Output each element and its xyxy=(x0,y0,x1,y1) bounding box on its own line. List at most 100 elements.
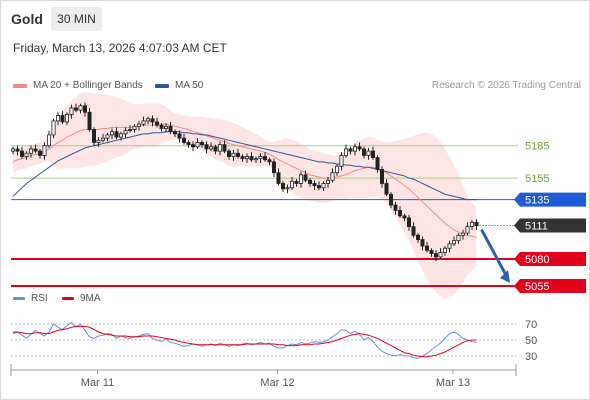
level-label-text: 5111 xyxy=(525,221,548,233)
timeframe-badge[interactable]: 30 MIN xyxy=(51,7,102,31)
candle xyxy=(24,151,29,160)
candle xyxy=(181,133,186,145)
legend-item-ma50: MA 50 xyxy=(155,80,203,91)
level-label-text: 5155 xyxy=(525,173,549,185)
candle-bear xyxy=(388,193,393,206)
candle xyxy=(370,146,375,160)
candle-bear xyxy=(87,111,92,130)
candle xyxy=(28,145,33,158)
candle-bear xyxy=(33,148,38,152)
candle xyxy=(388,192,393,209)
candle xyxy=(469,220,474,230)
candle-bear xyxy=(406,217,411,228)
candle xyxy=(163,123,168,133)
projection-arrow-group xyxy=(479,225,518,283)
candle xyxy=(15,145,20,156)
candle-bear xyxy=(235,152,240,157)
candle-bear xyxy=(150,118,155,123)
candle-bull xyxy=(127,129,132,132)
candle-bear xyxy=(276,172,281,184)
candle-bull xyxy=(101,137,106,141)
level-label-text: 5185 xyxy=(525,141,549,153)
candle xyxy=(307,178,312,187)
candle-bear xyxy=(19,150,24,157)
level-label-text: 5080 xyxy=(525,254,549,266)
candle-bear xyxy=(92,129,97,143)
candle-bull xyxy=(56,115,61,122)
bollinger-band xyxy=(13,91,477,298)
candle xyxy=(271,158,276,177)
candle xyxy=(267,157,272,166)
candle-bull xyxy=(339,155,344,167)
candle xyxy=(393,201,398,215)
candle xyxy=(110,128,115,140)
candle xyxy=(145,116,150,125)
legend-label-rsi: RSI xyxy=(31,293,48,304)
candle-bull xyxy=(24,152,29,157)
candle-bull xyxy=(136,123,141,127)
candle-bull xyxy=(69,107,74,115)
candle-bear xyxy=(361,148,366,156)
candle-bear xyxy=(226,150,231,157)
legend-label-ma50: MA 50 xyxy=(175,80,204,91)
candle-bear xyxy=(74,107,79,111)
candle xyxy=(217,141,222,156)
candle xyxy=(379,166,384,188)
candle xyxy=(105,132,110,142)
candle-bear xyxy=(249,156,254,161)
candle xyxy=(397,206,402,218)
candle-bull xyxy=(96,139,101,143)
candle xyxy=(96,137,101,147)
candle-bull xyxy=(460,232,465,236)
candle xyxy=(204,141,209,154)
candle xyxy=(42,142,47,160)
candle xyxy=(244,153,249,163)
candle-bull xyxy=(352,146,357,152)
candle xyxy=(330,168,335,183)
candle-bull xyxy=(42,145,47,156)
candle xyxy=(127,125,132,133)
candle xyxy=(65,112,70,126)
chart-header: Gold 30 MIN xyxy=(0,0,590,36)
candle xyxy=(154,117,159,128)
level-label-5155: 5155 xyxy=(525,173,549,185)
candle-bull xyxy=(208,146,213,150)
candle-bull xyxy=(456,234,461,242)
credit-text: Research © 2026 Trading Central xyxy=(431,80,581,91)
candle xyxy=(298,171,303,188)
candle-bear xyxy=(172,131,177,135)
candle-bull xyxy=(123,130,128,135)
candle-bull xyxy=(231,152,236,157)
candle xyxy=(303,170,308,183)
candle xyxy=(213,144,218,155)
candle-bull xyxy=(10,148,15,152)
candle-bull xyxy=(119,133,124,138)
candle xyxy=(352,143,357,156)
candle xyxy=(60,111,65,125)
candle xyxy=(51,118,56,139)
candle xyxy=(375,155,380,173)
candle xyxy=(402,213,407,222)
candle-bull xyxy=(438,252,443,258)
candle xyxy=(357,142,362,152)
candle-bear xyxy=(312,183,317,187)
candle-bull xyxy=(145,118,150,122)
level-label-5185: 5185 xyxy=(525,141,549,153)
level-label-tag xyxy=(514,278,586,293)
rsi-tick-50: 50 xyxy=(525,335,537,347)
candle-bear xyxy=(271,161,276,174)
rsi-tick-70: 70 xyxy=(525,319,537,331)
candle xyxy=(415,233,420,243)
candle xyxy=(56,112,61,126)
level-label-text: 5135 xyxy=(525,195,549,207)
candle-bull xyxy=(78,105,83,111)
candle-bull xyxy=(451,240,456,245)
candle-bear xyxy=(15,148,20,152)
candle-bear xyxy=(222,144,227,152)
candle xyxy=(429,248,434,257)
candle-bear xyxy=(199,142,204,146)
candle-bear xyxy=(420,239,425,247)
candle-bear xyxy=(83,105,88,113)
bollinger-band-group xyxy=(13,91,477,298)
